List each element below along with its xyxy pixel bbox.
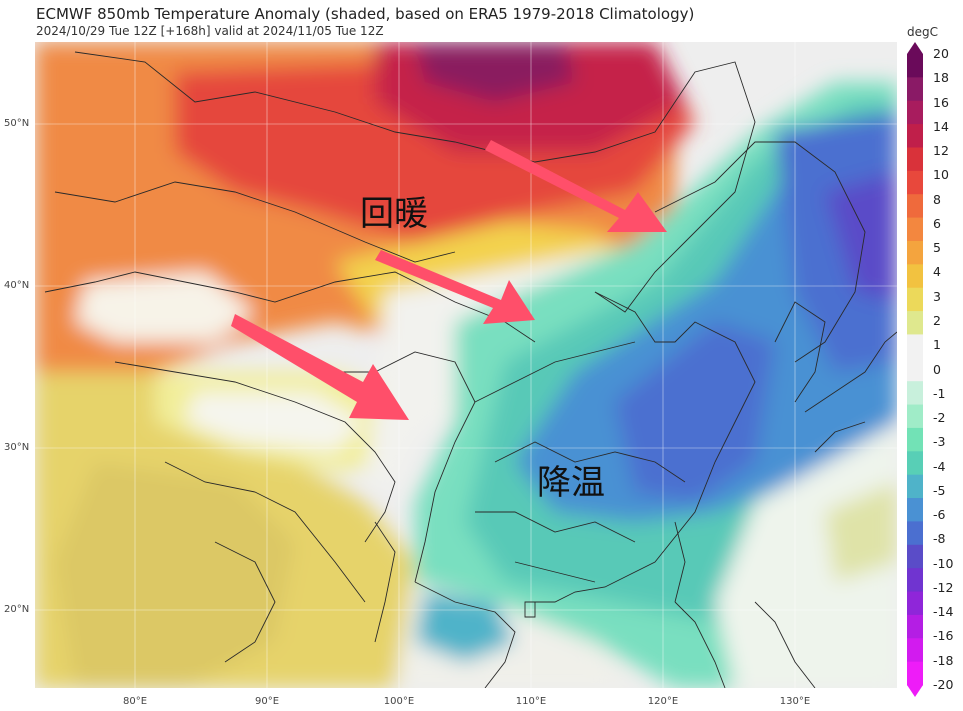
cooling-label: 降温 (537, 463, 605, 503)
lon-label: 110°E (515, 696, 547, 707)
colorbar-tick-label: 2 (933, 312, 941, 328)
colorbar-segment (907, 334, 923, 359)
colorbar-tick-label: -4 (933, 458, 946, 474)
colorbar-segment (907, 194, 923, 219)
colorbar-segment (907, 427, 923, 452)
anomaly-map (35, 42, 897, 688)
colorbar-tick-label: -5 (933, 482, 946, 498)
arrow-west (231, 314, 409, 420)
lon-label: 80°E (122, 696, 148, 707)
colorbar-segment (907, 638, 923, 663)
lat-label: 40°N (4, 280, 30, 291)
colorbar-segment (907, 147, 923, 172)
lat-label: 20°N (4, 604, 30, 615)
colorbar-segment (907, 521, 923, 546)
trend-arrows (231, 140, 667, 420)
colorbar-tick-label: 4 (933, 264, 941, 280)
colorbar-segment (907, 568, 923, 593)
colorbar-tick-label: 10 (933, 167, 949, 183)
colorbar-extend-bottom (907, 685, 923, 697)
map-panel (35, 42, 897, 688)
colorbar-tick-label: -3 (933, 434, 946, 450)
colorbar-extend-top (907, 42, 923, 54)
colorbar-tick-label: 0 (933, 361, 941, 377)
lat-label: 50°N (4, 118, 30, 129)
lon-label: 130°E (779, 696, 811, 707)
colorbar-tick-label: -12 (933, 579, 954, 595)
colorbar-segment (907, 591, 923, 616)
colorbar-segment (907, 287, 923, 312)
anomaly-shading (35, 42, 897, 688)
colorbar-segment (907, 217, 923, 242)
colorbar-segment (907, 474, 923, 499)
colorbar-tick-label: -16 (933, 628, 954, 644)
colorbar-segment (907, 381, 923, 406)
colorbar-tick-label: -18 (933, 652, 954, 668)
colorbar-segment (907, 357, 923, 382)
colorbar-tick-label: 12 (933, 143, 949, 159)
colorbar (907, 42, 923, 697)
arrow-middle (375, 250, 535, 324)
colorbar-tick-label: -10 (933, 555, 954, 571)
colorbar-tick-label: 16 (933, 94, 949, 110)
colorbar-tick-label: 8 (933, 191, 941, 207)
map-subtitle: 2024/10/29 Tue 12Z [+168h] valid at 2024… (36, 24, 384, 38)
colorbar-segment (907, 124, 923, 148)
colorbar-unit: degC (907, 25, 938, 39)
colorbar-tick-label: -2 (933, 410, 946, 426)
colorbar-segment (907, 614, 923, 639)
colorbar-tick-label: -14 (933, 604, 954, 620)
colorbar-tick-label: -20 (933, 677, 954, 692)
colorbar-segment (907, 264, 923, 289)
colorbar-tick-label: -1 (933, 385, 946, 401)
colorbar-tick-label: 5 (933, 240, 941, 256)
colorbar-tick-label: 3 (933, 288, 941, 304)
colorbar-tick-label: -8 (933, 531, 946, 547)
colorbar-tick-label: 14 (933, 118, 949, 134)
colorbar-segment (907, 54, 923, 78)
lon-label: 120°E (647, 696, 679, 707)
lat-label: 30°N (4, 442, 30, 453)
colorbar-segment (907, 451, 923, 476)
warming-label: 回暖 (360, 194, 428, 234)
colorbar-segment (907, 404, 923, 429)
colorbar-tick-label: -6 (933, 507, 946, 523)
colorbar-tick-label: 20 (933, 46, 949, 61)
colorbar-segment (907, 240, 923, 265)
lon-label: 90°E (254, 696, 280, 707)
colorbar-tick-label: 18 (933, 70, 949, 86)
colorbar-segment (907, 77, 923, 102)
colorbar-segment (907, 661, 923, 686)
lon-label: 100°E (383, 696, 415, 707)
colorbar-segment (907, 498, 923, 522)
colorbar-segment (907, 311, 923, 335)
arrow-north (485, 140, 667, 232)
colorbar-tick-label: 1 (933, 337, 941, 353)
colorbar-segment (907, 170, 923, 195)
colorbar-segment (907, 100, 923, 125)
colorbar-segment (907, 544, 923, 569)
colorbar-tick-label: 6 (933, 215, 941, 231)
map-title: ECMWF 850mb Temperature Anomaly (shaded,… (36, 5, 695, 23)
